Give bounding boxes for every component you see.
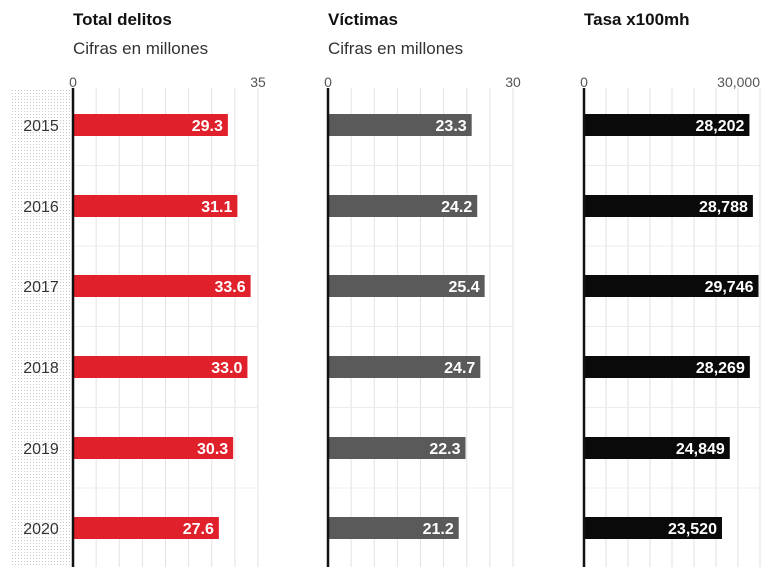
year-label: 2017 — [23, 279, 59, 296]
panel-title: Víctimas — [328, 10, 398, 29]
bar-value-label: 27.6 — [183, 521, 214, 538]
bar — [73, 517, 219, 539]
bar-value-label: 28,269 — [696, 360, 745, 377]
bar — [73, 437, 234, 459]
year-label: 2020 — [23, 521, 59, 538]
bar-value-label: 24.2 — [441, 199, 472, 216]
bar — [328, 275, 485, 297]
panel-3: Tasa x100mh 0 30,000 28,202 28,788 29,746 28,2… — [580, 10, 761, 567]
bar — [73, 195, 238, 217]
bar — [73, 275, 251, 297]
bar — [73, 356, 248, 378]
bar — [584, 356, 750, 378]
tick-label-min: 0 — [580, 74, 588, 90]
bar-value-label: 28,788 — [699, 199, 748, 216]
bar — [584, 195, 753, 217]
panel-title: Total delitos — [73, 10, 172, 29]
bar-value-label: 28,202 — [696, 118, 745, 135]
bar-value-label: 22.3 — [429, 441, 460, 458]
bar-value-label: 33.0 — [211, 360, 242, 377]
bar-value-label: 33.6 — [214, 279, 245, 296]
tick-label-min: 0 — [324, 74, 332, 90]
bar-value-label: 24.7 — [444, 360, 475, 377]
bar-value-label: 23,520 — [668, 521, 717, 538]
bar-value-label: 29.3 — [192, 118, 223, 135]
tick-label-max: 30,000 — [717, 74, 760, 90]
panel-subtitle: Cifras en millones — [73, 39, 208, 58]
bar — [584, 114, 750, 136]
year-label: 2016 — [23, 199, 59, 216]
bar — [328, 114, 472, 136]
year-column-background — [10, 88, 72, 567]
year-label: 2019 — [23, 441, 59, 458]
panel-title: Tasa x100mh — [584, 10, 690, 29]
bar-value-label: 31.1 — [201, 199, 232, 216]
year-label: 2018 — [23, 360, 59, 377]
bar-value-label: 24,849 — [676, 441, 725, 458]
bar-value-label: 29,746 — [705, 279, 754, 296]
tick-label-max: 30 — [505, 74, 521, 90]
bar — [328, 517, 459, 539]
bar — [73, 114, 228, 136]
bar — [584, 517, 722, 539]
bar-value-label: 21.2 — [423, 521, 454, 538]
bar-value-label: 25.4 — [448, 279, 479, 296]
year-label: 2015 — [23, 118, 59, 135]
tick-label-max: 35 — [250, 74, 266, 90]
bar — [328, 437, 466, 459]
bar-value-label: 30.3 — [197, 441, 228, 458]
bar — [584, 275, 759, 297]
bar — [584, 437, 730, 459]
panel-1: Total delitos Cifras en millones 0 35 29.3 31… — [69, 10, 266, 567]
bar — [328, 356, 481, 378]
tick-label-min: 0 — [69, 74, 77, 90]
bar — [328, 195, 478, 217]
panel-2: Víctimas Cifras en millones 0 30 23.3 24.2 25.… — [324, 10, 521, 567]
panel-subtitle: Cifras en millones — [328, 39, 463, 58]
bar-value-label: 23.3 — [436, 118, 467, 135]
